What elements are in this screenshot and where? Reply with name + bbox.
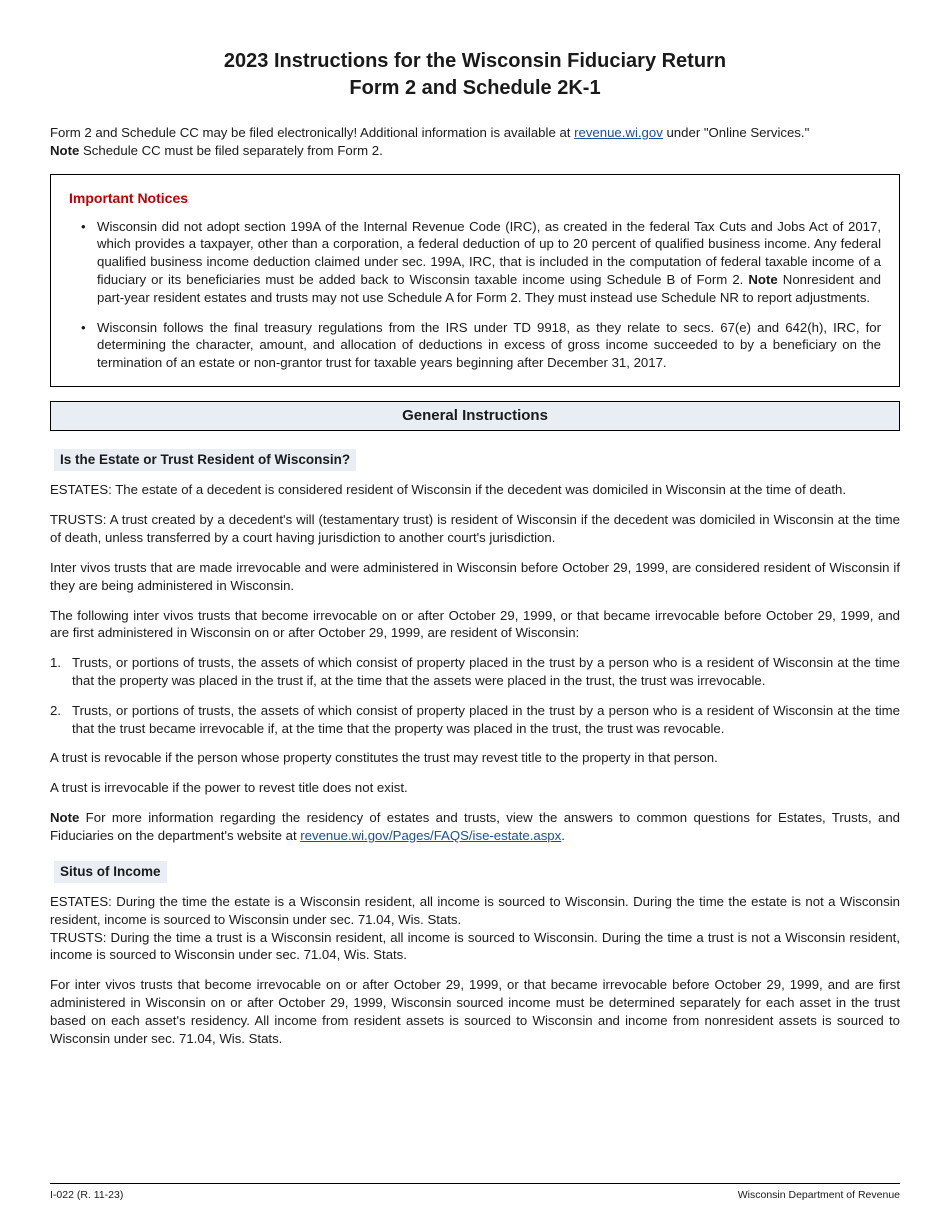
resident-li-2-text: Trusts, or portions of trusts, the asset… xyxy=(72,703,900,736)
resident-p6: A trust is irrevocable if the power to r… xyxy=(50,779,900,797)
title-line-2: Form 2 and Schedule 2K-1 xyxy=(349,77,600,99)
notice-2-pre: Wisconsin follows the final treasury reg… xyxy=(97,320,881,371)
resident-note-post: . xyxy=(561,828,565,843)
notices-list: Wisconsin did not adopt section 199A of … xyxy=(69,218,881,373)
resident-note: Note For more information regarding the … xyxy=(50,809,900,845)
resident-p3: Inter vivos trusts that are made irrevoc… xyxy=(50,559,900,595)
intro-note-text: Schedule CC must be filed separately fro… xyxy=(79,143,382,158)
resident-p5: A trust is revocable if the person whose… xyxy=(50,749,900,767)
page-footer: I-022 (R. 11-23) Wisconsin Department of… xyxy=(50,1183,900,1202)
intro-note-label: Note xyxy=(50,143,79,158)
page-title: 2023 Instructions for the Wisconsin Fidu… xyxy=(50,48,900,102)
situs-p2: TRUSTS: During the time a trust is a Wis… xyxy=(50,929,900,965)
footer-right: Wisconsin Department of Revenue xyxy=(738,1188,900,1202)
important-notices-heading: Important Notices xyxy=(69,189,881,208)
situs-p1: ESTATES: During the time the estate is a… xyxy=(50,893,900,929)
important-notices-box: Important Notices Wisconsin did not adop… xyxy=(50,174,900,387)
resident-li-1-text: Trusts, or portions of trusts, the asset… xyxy=(72,655,900,688)
notice-1-note-label: Note xyxy=(748,272,777,287)
general-instructions-heading: General Instructions xyxy=(50,401,900,431)
intro-post: under "Online Services." xyxy=(663,125,809,140)
resident-list: 1.Trusts, or portions of trusts, the ass… xyxy=(50,654,900,737)
resident-note-label: Note xyxy=(50,810,79,825)
resident-subheading: Is the Estate or Trust Resident of Wisco… xyxy=(54,449,356,471)
resident-p4: The following inter vivos trusts that be… xyxy=(50,607,900,643)
intro-pre: Form 2 and Schedule CC may be filed elec… xyxy=(50,125,574,140)
notice-item-2: Wisconsin follows the final treasury reg… xyxy=(85,319,881,372)
resident-p2: TRUSTS: A trust created by a decedent's … xyxy=(50,511,900,547)
faq-link[interactable]: revenue.wi.gov/Pages/FAQS/ise-estate.asp… xyxy=(300,828,561,843)
notice-item-1: Wisconsin did not adopt section 199A of … xyxy=(85,218,881,307)
resident-p1: ESTATES: The estate of a decedent is con… xyxy=(50,481,900,499)
footer-left: I-022 (R. 11-23) xyxy=(50,1188,123,1202)
title-line-1: 2023 Instructions for the Wisconsin Fidu… xyxy=(224,50,726,72)
situs-subheading: Situs of Income xyxy=(54,861,167,883)
situs-p3: For inter vivos trusts that become irrev… xyxy=(50,976,900,1047)
resident-li-1: 1.Trusts, or portions of trusts, the ass… xyxy=(50,654,900,690)
revenue-link[interactable]: revenue.wi.gov xyxy=(574,125,663,140)
resident-li-2: 2.Trusts, or portions of trusts, the ass… xyxy=(50,702,900,738)
intro-paragraph: Form 2 and Schedule CC may be filed elec… xyxy=(50,124,900,160)
